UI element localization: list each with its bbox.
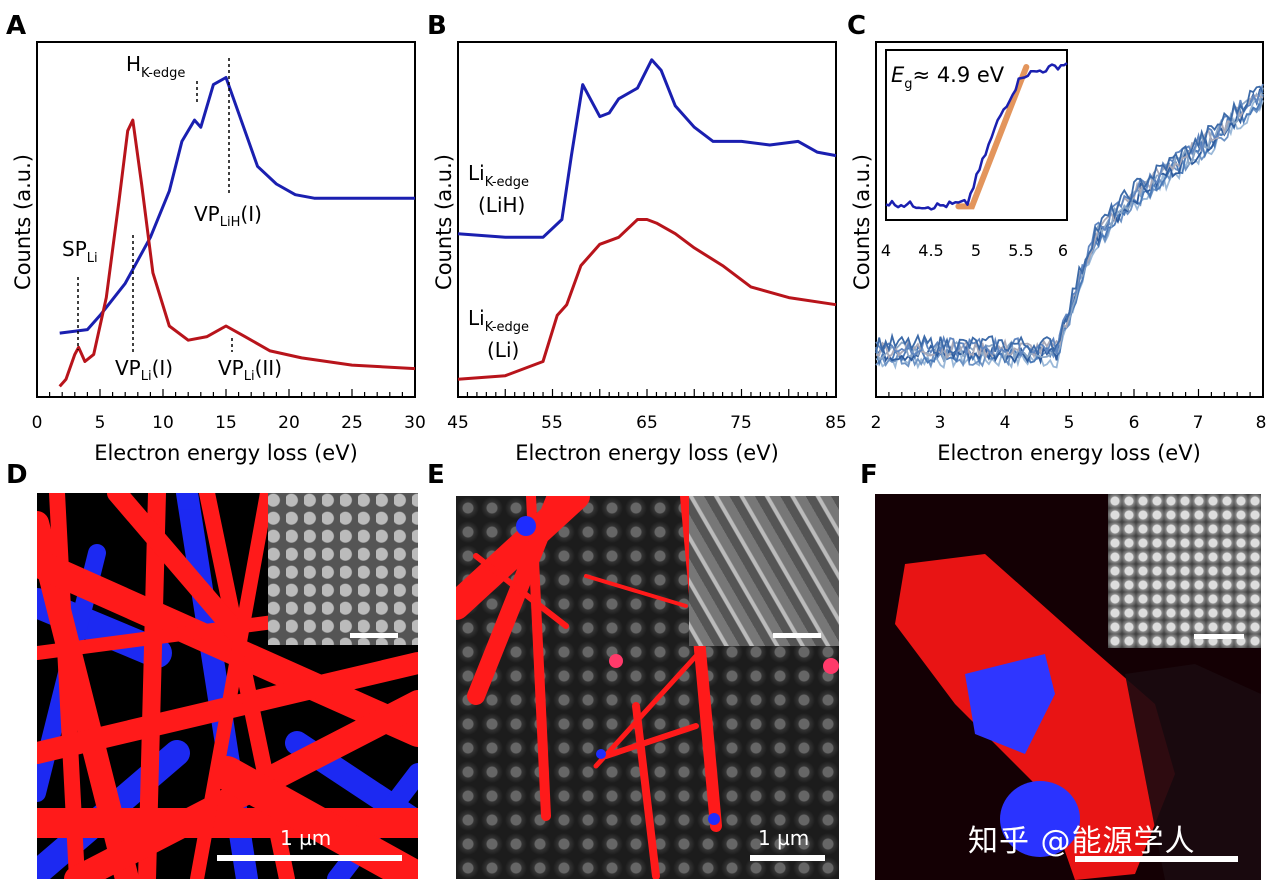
panel-e-micrograph: 1 µm — [456, 496, 839, 879]
x-tick-label: 55 — [541, 413, 563, 433]
li-spectrum-line — [58, 118, 416, 388]
panel-e-letter: E — [427, 460, 445, 490]
lih-k-edge-line — [457, 58, 837, 239]
x-tick-label: 45 — [447, 413, 469, 433]
annotation-h-kedge: HK-edge — [126, 52, 185, 81]
x-tick-label: 6 — [1129, 413, 1140, 433]
annotation-sp-li: SPLi — [62, 237, 98, 266]
y-axis-label: Counts (a.u.) — [850, 154, 874, 290]
panel-f-letter: F — [860, 460, 878, 490]
bandgap-spectrum-line — [875, 85, 1264, 356]
x-axis-label: Electron energy loss (eV) — [515, 441, 779, 465]
sem-inset — [689, 496, 839, 646]
annotation-li-k-edge-li: LiK-edge — [468, 306, 529, 335]
annotation-vp-li-1: VPLi(I) — [115, 356, 173, 384]
annotation-li-k-edge-lih: LiK-edge — [468, 161, 529, 190]
x-tick-label: 75 — [730, 413, 752, 433]
panel-letter: B — [427, 11, 447, 41]
eds-map-particle — [895, 554, 1261, 880]
x-tick-label: 85 — [825, 413, 847, 433]
inset-tick-label: 5 — [971, 241, 981, 260]
annotation-li: (Li) — [487, 338, 519, 362]
inset-tick-label: 4 — [881, 241, 891, 260]
inset-tick-label: 4.5 — [918, 241, 943, 260]
x-tick-label: 8 — [1256, 413, 1267, 433]
bandgap-label: Eg≈ 4.9 eV — [891, 63, 1005, 92]
x-tick-label: 5 — [1064, 413, 1075, 433]
lih-spectrum-line — [59, 76, 415, 335]
panel-f-micrograph — [875, 494, 1261, 880]
inset-tick-label: 5.5 — [1008, 241, 1033, 260]
watermark: 知乎 @能源学人 — [968, 824, 1196, 859]
sem-inset — [1108, 494, 1261, 648]
inset-data-line — [885, 62, 1068, 211]
panel-a-chart: A HK-edge VPLiH(I) SPLi VPLi(I) VPLi(II)… — [6, 11, 426, 465]
bandgap-spectra — [875, 83, 1264, 370]
panel-c-chart: C Eg≈ 4.9 eV 4 4.5 5 5.5 6 Counts (a.u.)… — [847, 11, 1267, 465]
li-k-edge-line — [457, 218, 837, 381]
x-minor-ticks — [36, 389, 416, 397]
y-axis-label: Counts (a.u.) — [432, 154, 456, 290]
x-axis-label: Electron energy loss (eV) — [94, 441, 358, 465]
x-minor-ticks — [875, 389, 1264, 397]
x-tick-label: 5 — [95, 413, 106, 433]
x-axis-label: Electron energy loss (eV) — [937, 441, 1201, 465]
x-tick-label: 3 — [935, 413, 946, 433]
x-tick-label: 25 — [341, 413, 363, 433]
x-tick-label: 7 — [1193, 413, 1204, 433]
annotation-lih: (LiH) — [478, 193, 525, 217]
scale-bar-label: 1 µm — [280, 826, 332, 850]
x-tick-label: 0 — [32, 413, 43, 433]
x-minor-ticks — [457, 389, 837, 397]
x-tick-label: 10 — [152, 413, 174, 433]
scale-bar — [1075, 856, 1238, 862]
y-axis-label: Counts (a.u.) — [11, 154, 35, 290]
x-tick-label: 65 — [636, 413, 658, 433]
scale-bar — [750, 855, 825, 861]
x-tick-label: 2 — [871, 413, 882, 433]
annotation-vp-li-2: VPLi(II) — [218, 356, 282, 384]
inset-tick-label: 6 — [1058, 241, 1068, 260]
inset-scale-bar — [1194, 634, 1244, 639]
x-tick-label: 4 — [1000, 413, 1011, 433]
panel-letter: A — [6, 11, 26, 41]
x-tick-label: 15 — [215, 413, 237, 433]
inset-scale-bar — [350, 633, 398, 638]
panel-b-chart: B LiK-edge (LiH) LiK-edge (Li) Counts (a… — [427, 11, 847, 465]
inset-fit-line — [955, 64, 1030, 210]
scale-bar — [217, 855, 402, 861]
sem-inset — [268, 493, 418, 645]
annotation-vp-lih: VPLiH(I) — [194, 202, 262, 230]
x-tick-label: 20 — [278, 413, 300, 433]
scale-bar-label: 1 µm — [758, 826, 810, 850]
inset-scale-bar — [773, 633, 821, 638]
panel-d-letter: D — [6, 460, 28, 490]
x-tick-label: 30 — [404, 413, 426, 433]
panel-letter: C — [847, 11, 866, 41]
panel-d-micrograph: 1 µm — [37, 493, 418, 879]
